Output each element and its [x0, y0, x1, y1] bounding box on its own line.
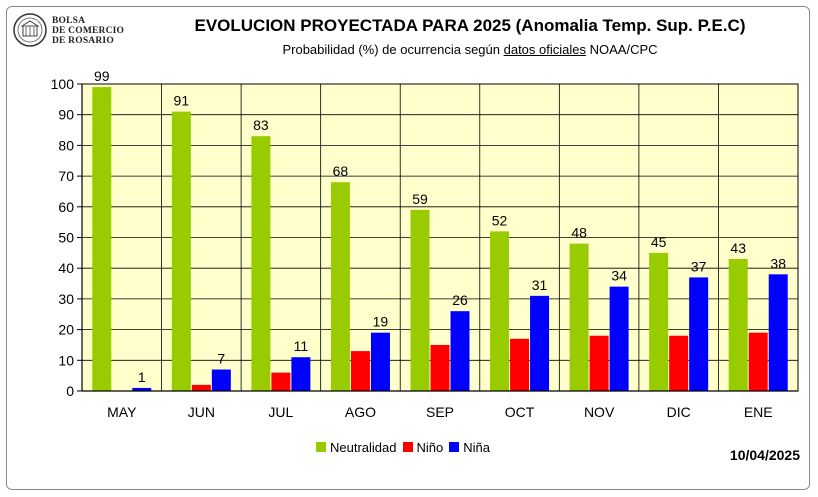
legend-label-neutralidad: Neutralidad [330, 439, 397, 455]
data-label-neutralidad-oct: 52 [492, 212, 508, 228]
legend-item-neutralidad: Neutralidad [316, 440, 397, 455]
bar-nia-jun [211, 369, 231, 391]
x-tick-label-may: MAY [107, 404, 137, 420]
x-tick-label-ene: ENE [744, 404, 773, 420]
legend-swatch-nino [402, 442, 413, 452]
data-label-neutralidad-jul: 83 [253, 117, 269, 133]
bar-nio-jul [271, 372, 291, 391]
bar-neutralidad-oct [490, 231, 510, 391]
org-line-2: DE COMERCIO [52, 26, 125, 36]
data-label-nia-sep: 26 [452, 292, 468, 308]
y-tick-label-60: 60 [58, 199, 74, 215]
bar-nio-ago [350, 351, 370, 391]
bar-nia-oct [530, 295, 550, 391]
y-tick-label-0: 0 [66, 383, 74, 399]
subtitle-suffix: NOAA/CPC [586, 42, 658, 57]
bar-nio-dic [669, 335, 689, 391]
chart-subtitle: Probabilidad (%) de ocurrencia según dat… [150, 42, 790, 57]
data-label-nia-may: 1 [138, 369, 146, 385]
x-tick-label-oct: OCT [505, 404, 535, 420]
x-tick-label-nov: NOV [584, 404, 615, 420]
y-tick-label-40: 40 [58, 260, 74, 276]
subtitle-prefix: Probabilidad (%) de ocurrencia según [282, 42, 504, 57]
bar-nia-sep [450, 311, 470, 391]
bar-nio-jun [191, 384, 211, 391]
data-label-nia-jun: 7 [217, 351, 225, 367]
y-tick-label-90: 90 [58, 107, 74, 123]
data-label-neutralidad-jun: 91 [174, 93, 190, 109]
bar-neutralidad-may [92, 87, 112, 391]
org-line-1: BOLSA [52, 16, 86, 26]
y-tick-label-100: 100 [51, 76, 75, 92]
x-tick-label-dic: DIC [667, 404, 691, 420]
bar-nia-may [132, 387, 152, 391]
org-line-3: DE ROSARIO [52, 36, 114, 46]
y-tick-label-30: 30 [58, 291, 74, 307]
x-tick-label-jun: JUN [188, 404, 215, 420]
bar-nia-ago [370, 332, 390, 391]
legend-label-nina: Niña [463, 439, 490, 455]
data-label-nia-oct: 31 [532, 277, 548, 293]
bar-neutralidad-nov [569, 243, 589, 391]
data-label-neutralidad-nov: 48 [571, 225, 587, 241]
chart-legend: Neutralidad Niño Niña [316, 438, 496, 456]
y-tick-label-70: 70 [58, 168, 74, 184]
data-label-nia-nov: 34 [611, 268, 627, 284]
data-label-neutralidad-ene: 43 [730, 240, 746, 256]
y-tick-label-80: 80 [58, 137, 74, 153]
legend-label-nino: Niño [416, 439, 444, 455]
data-label-neutralidad-may: 99 [94, 68, 110, 84]
bar-nio-oct [510, 338, 530, 391]
data-label-nia-ene: 38 [770, 255, 786, 271]
data-label-nia-jul: 11 [294, 338, 309, 354]
chart-title: EVOLUCION PROYECTADA PARA 2025 (Anomalia… [194, 16, 746, 35]
bar-neutralidad-jul [251, 136, 271, 391]
bar-nia-dic [689, 277, 709, 391]
bar-nia-ene [768, 274, 788, 391]
x-tick-label-jul: JUL [268, 404, 293, 420]
bar-nio-ene [748, 332, 768, 391]
legend-item-nina: Niña [449, 440, 490, 455]
bcr-seal-icon [13, 13, 47, 47]
y-tick-label-20: 20 [58, 322, 74, 338]
x-tick-label-ago: AGO [345, 404, 376, 420]
data-label-nia-dic: 37 [691, 258, 707, 274]
y-tick-label-10: 10 [58, 352, 74, 368]
bar-nio-sep [430, 344, 450, 391]
legend-swatch-nina [449, 442, 460, 452]
data-label-neutralidad-dic: 45 [651, 234, 667, 250]
y-tick-label-50: 50 [58, 230, 74, 246]
legend-swatch-neutralidad [316, 442, 326, 452]
bar-neutralidad-dic [649, 252, 669, 391]
bar-neutralidad-ene [728, 258, 748, 391]
data-label-neutralidad-ago: 68 [333, 163, 349, 179]
update-date: 10/04/2025 [729, 447, 800, 463]
official-data-link[interactable]: datos oficiales [503, 42, 586, 57]
bar-nia-jul [291, 357, 311, 391]
bar-nia-nov [609, 286, 629, 391]
org-name: BOLSA DE COMERCIO DE ROSARIO [52, 16, 124, 46]
bcr-logo: BOLSA DE COMERCIO DE ROSARIO [12, 12, 124, 56]
bar-neutralidad-sep [410, 209, 430, 391]
data-label-nia-ago: 19 [373, 314, 389, 330]
x-tick-label-sep: SEP [426, 404, 454, 420]
bar-nio-nov [589, 335, 609, 391]
legend-item-nino: Niño [402, 439, 444, 455]
bar-neutralidad-jun [171, 111, 191, 391]
bar-neutralidad-ago [330, 182, 350, 391]
data-label-neutralidad-sep: 59 [412, 191, 428, 207]
